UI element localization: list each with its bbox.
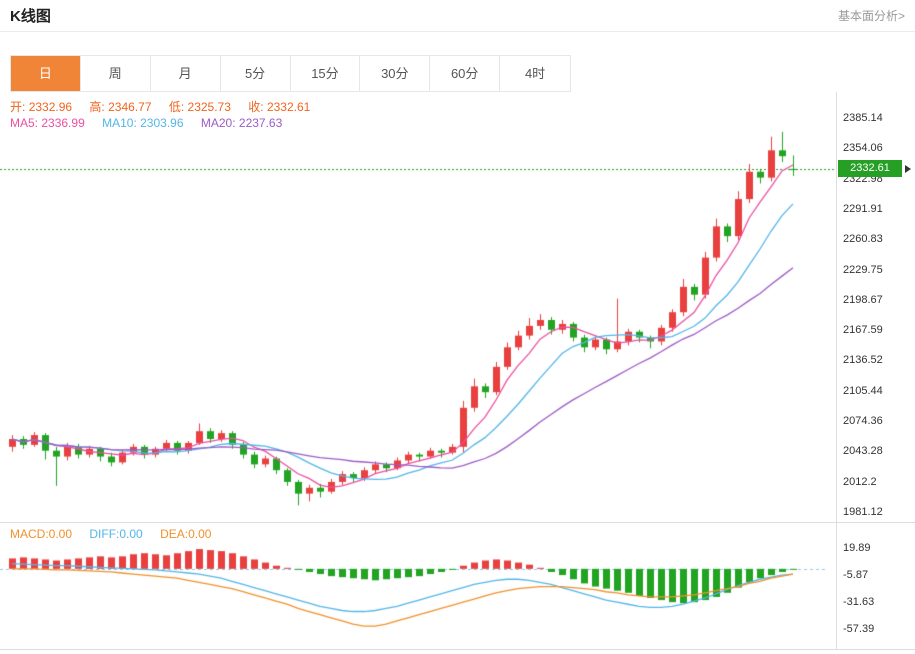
open-label: 开: [10,100,26,114]
dea-label: DEA: [160,527,189,541]
close-label: 收: [248,100,264,114]
chart-area: 开: 2332.96 高: 2346.77 低: 2325.73 收: 2332… [0,92,915,654]
axis-label: 2385.14 [843,112,883,124]
tab-30min[interactable]: 30分 [360,56,431,91]
tab-5min[interactable]: 5分 [220,56,291,91]
ohlc-info: 开: 2332.96 高: 2346.77 低: 2325.73 收: 2332… [10,98,324,115]
low-label: 低: [168,100,185,114]
tab-month[interactable]: 月 [150,56,221,91]
dea-value: 0.00 [188,527,212,541]
ma-info: MA5: 2336.99 MA10: 2303.96 MA20: 2237.63 [10,116,296,130]
open-value: 2332.96 [28,100,73,114]
axis-label: 2167.59 [843,324,883,337]
ma20-value: 2237.63 [238,116,283,130]
interval-tabbar: 日 周 月 5分 15分 30分 60分 4时 [10,55,571,92]
macd-info: MACD:0.00 DIFF:0.00 DEA:0.00 [10,527,225,541]
macd-label: MACD: [10,527,49,541]
macd-value: 0.00 [48,527,73,541]
close-value: 2332.61 [266,100,311,114]
price-axis: 2385.14 2354.06 2322.98 2291.91 2260.83 2229.… [836,92,915,650]
axis-label: 2043.28 [843,445,883,458]
tab-15min[interactable]: 15分 [290,56,361,91]
tab-60min[interactable]: 60分 [430,56,501,91]
ma20-label: MA20: [200,116,236,130]
current-price-value: 2332.61 [850,162,890,175]
axis-label: 2074.36 [843,415,883,428]
chart-bottom-border [0,649,915,650]
page-header: K线图 基本面分析> [0,0,915,32]
axis-label: 2136.52 [843,354,883,367]
ma10-label: MA10: [102,116,137,130]
tab-day[interactable]: 日 [11,56,81,91]
current-price-badge: 2332.61 [838,160,902,178]
axis-label: -31.63 [843,595,875,608]
ma10-value: 2303.96 [140,116,184,130]
diff-label: DIFF: [89,527,120,541]
tab-week[interactable]: 周 [80,56,151,91]
axis-label: -5.87 [843,568,869,581]
axis-label: 2105.44 [843,384,883,397]
tab-4hour[interactable]: 4时 [500,56,570,91]
axis-label: 2198.67 [843,293,883,306]
axis-label: 19.89 [843,542,871,555]
price-pointer-icon [905,165,911,174]
axis-label: 2260.83 [843,233,883,246]
panel-divider [0,522,915,523]
axis-label: 2012.2 [843,475,877,488]
high-value: 2346.77 [108,100,152,114]
chart-canvas[interactable] [0,92,836,654]
axis-label: 1981.12 [843,506,883,519]
ma5-label: MA5: [10,116,39,130]
axis-label: 2291.91 [843,202,883,215]
low-value: 2325.73 [187,100,231,114]
diff-value: 0.00 [119,527,143,541]
page-title: K线图 [10,8,51,25]
fundamental-analysis-link[interactable]: 基本面分析> [837,9,905,23]
axis-label: -57.39 [843,622,875,635]
axis-label: 2354.06 [843,142,883,155]
ma5-value: 2336.99 [41,116,85,130]
axis-label: 2229.75 [843,263,883,276]
high-label: 高: [89,100,105,114]
